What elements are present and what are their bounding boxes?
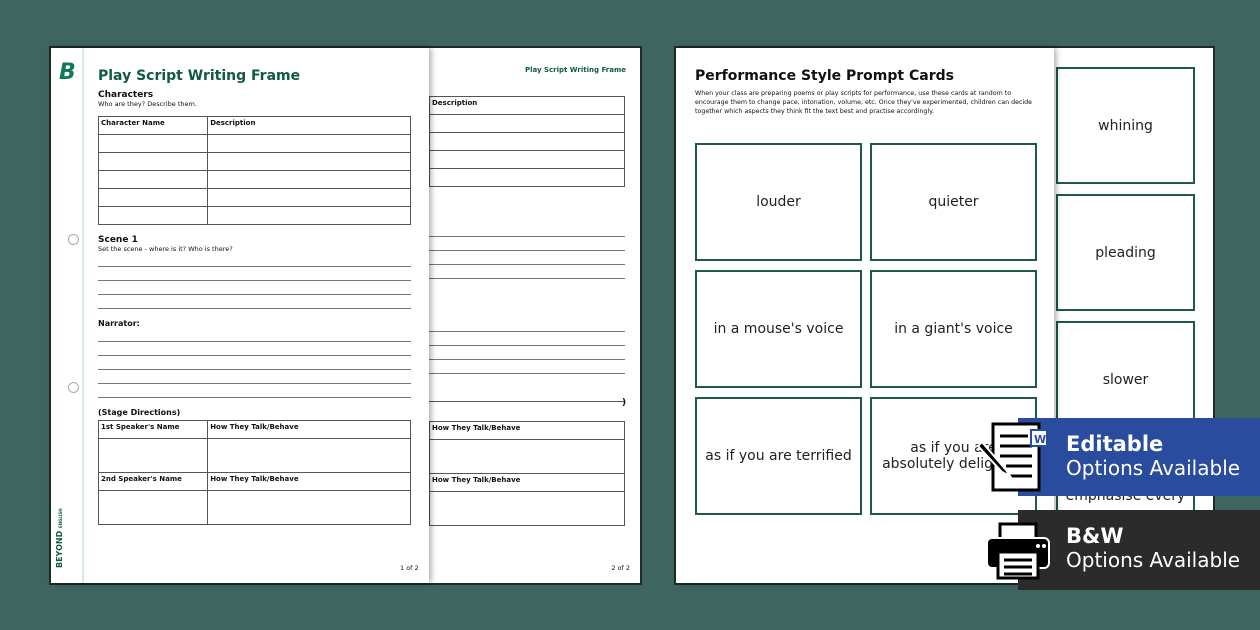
- characters-prompt: Who are they? Describe them.: [98, 100, 197, 108]
- prompt-card: in a giant's voice: [870, 270, 1037, 388]
- brand-sub: ENGLISH: [58, 508, 63, 528]
- column-header: How They Talk/Behave: [207, 472, 411, 491]
- svg-text:W: W: [1034, 433, 1046, 446]
- characters-table: Character Name Description: [97, 116, 411, 225]
- page-1-number: 1 of 2: [400, 564, 419, 572]
- page-2-paren: ): [622, 398, 627, 408]
- printer-icon: [984, 520, 1054, 582]
- page-1: B BEYOND ENGLISH Play Script Writing Fra…: [51, 48, 429, 583]
- page-2-number: 2 of 2: [611, 564, 630, 572]
- prompt-card: louder: [695, 143, 862, 261]
- play-script-preview: Play Script Writing Frame Description ) …: [49, 46, 642, 585]
- page-title: Play Script Writing Frame: [98, 68, 301, 84]
- brand-name: BEYOND: [55, 530, 64, 568]
- bw-subtitle: Options Available: [1066, 548, 1241, 572]
- cards-intro: When your class are preparing poems or p…: [695, 90, 1033, 115]
- column-header: 1st Speaker's Name: [97, 420, 209, 439]
- page-2-title: Play Script Writing Frame: [524, 66, 626, 74]
- column-header: 2nd Speaker's Name: [97, 472, 209, 491]
- brand-vertical: BEYOND ENGLISH: [55, 508, 64, 568]
- prompt-card: as if you are terrified: [695, 397, 862, 515]
- editable-subtitle: Options Available: [1066, 456, 1241, 480]
- prompt-card: as if you are absolutely delighted: [870, 397, 1037, 515]
- editable-badge: Editable Options Available: [1018, 418, 1260, 496]
- prompt-card: quieter: [870, 143, 1037, 261]
- page-2-column-header: Description: [429, 96, 625, 115]
- bw-badge: B&W Options Available: [1018, 510, 1260, 590]
- column-header: Description: [207, 116, 411, 135]
- column-header: Character Name: [97, 116, 209, 135]
- cards-page: Performance Style Prompt Cards When your…: [676, 48, 1054, 583]
- narrator-label: Narrator:: [98, 319, 140, 328]
- scene-prompt: Set the scene - where is it? Who is ther…: [98, 245, 233, 253]
- punch-hole: [68, 234, 79, 245]
- punch-hole: [68, 382, 79, 393]
- prompt-cards-preview: whining pleading slower emphasise every …: [674, 46, 1215, 585]
- back-card: pleading: [1056, 194, 1195, 311]
- page-2-behave-header: How They Talk/Behave: [429, 421, 625, 440]
- back-card: whining: [1056, 67, 1195, 184]
- prompt-card: in a mouse's voice: [695, 270, 862, 388]
- word-document-edit-icon: W: [976, 420, 1056, 495]
- scene-heading: Scene 1: [98, 235, 138, 245]
- page-2-behave-header: How They Talk/Behave: [429, 473, 625, 492]
- beyond-logo: B: [59, 60, 76, 85]
- column-header: How They Talk/Behave: [207, 420, 411, 439]
- bw-title: B&W: [1066, 524, 1124, 548]
- speakers-table: 1st Speaker's Name How They Talk/Behave 2…: [97, 420, 411, 525]
- stage-directions-label: (Stage Directions): [98, 408, 181, 417]
- characters-heading: Characters: [98, 90, 154, 100]
- page-2: Play Script Writing Frame Description ) …: [429, 48, 642, 583]
- editable-title: Editable: [1066, 432, 1164, 456]
- cards-title: Performance Style Prompt Cards: [695, 68, 954, 84]
